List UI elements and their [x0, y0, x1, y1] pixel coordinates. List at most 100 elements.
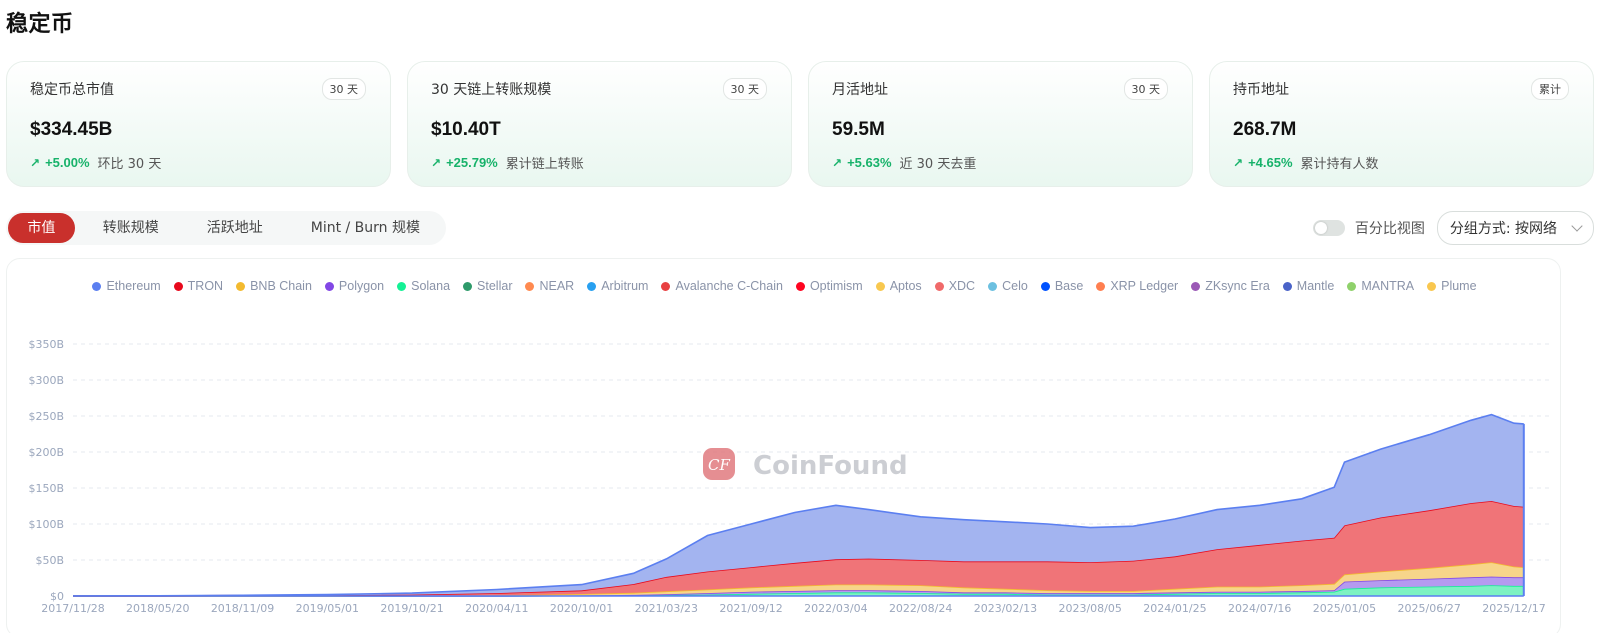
tab-mint-burn[interactable]: Mint / Burn 规模: [310, 220, 420, 236]
legend-item[interactable]: XDC: [934, 279, 976, 293]
period-badge: 累计: [1531, 78, 1569, 100]
y-axis-tick: $350B: [28, 338, 64, 351]
tab-transfer-volume[interactable]: 转账规模: [102, 220, 159, 236]
legend-dot-icon: [1040, 281, 1050, 291]
legend-item[interactable]: Aptos: [875, 279, 922, 293]
legend-item[interactable]: Avalanche C-Chain: [661, 279, 783, 293]
delta-percent: +5.63%: [847, 155, 892, 170]
legend-dot-icon: [236, 281, 246, 291]
y-axis-tick: $150B: [28, 482, 64, 495]
trend-up-icon: ↗: [431, 155, 442, 170]
legend-item[interactable]: Plume: [1427, 279, 1477, 293]
legend-label: BNB Chain: [250, 279, 312, 293]
kpi-card-value: 268.7M: [1233, 119, 1297, 140]
delta-note: 累计持有人数: [1300, 157, 1379, 172]
legend-item[interactable]: Celo: [988, 279, 1028, 293]
tab-market-cap[interactable]: 市值: [8, 213, 75, 243]
legend-item[interactable]: BNB Chain: [236, 279, 312, 293]
tab-active-addresses[interactable]: 活跃地址: [206, 220, 263, 236]
kpi-card-market-cap: 稳定币总市值 30 天 $334.45B ↗ +5.00% 环比 30 天: [6, 61, 391, 187]
group-by-value: 分组方式: 按网络: [1449, 221, 1557, 237]
legend-dot-icon: [661, 281, 671, 291]
legend-dot-icon: [988, 281, 998, 291]
delta-percent: +4.65%: [1248, 155, 1293, 170]
area-ethereum[interactable]: [73, 414, 1524, 596]
area-tron[interactable]: [73, 501, 1524, 596]
legend-item[interactable]: Optimism: [795, 279, 863, 293]
legend-item[interactable]: NEAR: [525, 279, 574, 293]
x-axis-tick: 2020/04/11: [465, 602, 528, 615]
area-bnb-chain[interactable]: [73, 562, 1524, 596]
period-badge: 30 天: [722, 78, 767, 100]
x-axis-tick: 2019/10/21: [380, 602, 443, 615]
y-axis-tick: $250B: [28, 410, 64, 423]
legend-label: TRON: [187, 279, 224, 293]
legend-label: Ethereum: [106, 279, 161, 293]
x-axis-tick: 2025/01/05: [1313, 602, 1376, 615]
series-line: [73, 500, 1524, 597]
coinfound-watermark: CF CoinFound: [703, 448, 908, 481]
legend-label: MANTRA: [1361, 279, 1415, 293]
percent-view-toggle[interactable]: [1312, 220, 1345, 236]
delta-note: 累计链上转账: [505, 157, 584, 172]
x-axis-tick: 2024/01/25: [1143, 602, 1206, 615]
x-axis-tick: 2025/06/27: [1398, 602, 1461, 615]
area-solana[interactable]: [73, 585, 1524, 596]
kpi-card-value: $334.45B: [30, 119, 113, 140]
x-axis-tick: 2025/12/17: [1482, 602, 1545, 615]
legend-label: Plume: [1441, 279, 1477, 293]
legend-item[interactable]: Mantle: [1282, 279, 1334, 293]
kpi-card-holder-addresses: 持币地址 累计 268.7M ↗ +4.65% 累计持有人数: [1209, 61, 1594, 187]
legend-label: Arbitrum: [601, 279, 649, 293]
trend-up-icon: ↗: [832, 155, 843, 170]
legend-dot-icon: [795, 281, 805, 291]
legend-item[interactable]: Polygon: [324, 279, 385, 293]
y-axis-tick: $100B: [28, 518, 64, 531]
kpi-card-delta: ↗ +5.63% 近 30 天去重: [832, 153, 976, 172]
delta-note: 近 30 天去重: [899, 157, 977, 172]
kpi-card-delta: ↗ +4.65% 累计持有人数: [1233, 153, 1379, 172]
area-polygon[interactable]: [73, 576, 1524, 596]
chart-panel: Ethereum TRON BNB Chain Polygon Solana Stella…: [6, 258, 1561, 633]
period-badge: 30 天: [321, 78, 366, 100]
page-title: 稳定币: [6, 12, 74, 37]
x-axis-tick: 2021/03/23: [635, 602, 698, 615]
legend-dot-icon: [587, 281, 597, 291]
legend-item[interactable]: MANTRA: [1347, 279, 1414, 293]
x-axis-tick: 2018/05/20: [126, 602, 189, 615]
y-axis-tick: $50B: [35, 554, 64, 567]
legend-item[interactable]: Base: [1040, 279, 1084, 293]
legend-label: ZKsync Era: [1205, 279, 1270, 293]
legend-dot-icon: [934, 281, 944, 291]
watermark-text: CoinFound: [753, 451, 908, 481]
legend-item[interactable]: Arbitrum: [587, 279, 648, 293]
x-axis-tick: 2018/11/09: [211, 602, 274, 615]
legend-item[interactable]: Stellar: [463, 279, 512, 293]
y-axis-tick: $0: [50, 590, 64, 603]
series-line: [73, 561, 1524, 597]
x-axis-tick: 2020/10/01: [550, 602, 613, 615]
series-line: [72, 413, 1524, 597]
stacked-area-chart: $0 $50B $100B $150B $200B $250B $300B $350B 2017…: [28, 338, 1552, 615]
metric-tabs: 市值 转账规模 活跃地址 Mint / Burn 规模: [6, 211, 446, 245]
group-by-select[interactable]: 分组方式: 按网络: [1436, 211, 1594, 245]
x-axis-tick: 2022/08/24: [889, 602, 952, 615]
x-axis-tick: 2023/08/05: [1058, 602, 1121, 615]
x-axis-tick: 2019/05/01: [296, 602, 359, 615]
legend-item[interactable]: Solana: [397, 279, 450, 293]
kpi-card-delta: ↗ +25.79% 累计链上转账: [431, 153, 584, 172]
legend-label: Stellar: [477, 279, 513, 293]
x-axis-tick: 2024/07/16: [1228, 602, 1291, 615]
legend-item[interactable]: TRON: [173, 279, 224, 293]
legend-dot-icon: [1191, 281, 1201, 291]
legend-item[interactable]: XRP Ledger: [1096, 279, 1178, 293]
legend-label: XDC: [948, 279, 976, 293]
delta-percent: +5.00%: [45, 155, 90, 170]
legend-item[interactable]: Ethereum: [92, 279, 161, 293]
legend-label: Polygon: [338, 279, 385, 293]
legend-dot-icon: [525, 281, 535, 291]
legend-label: Base: [1054, 279, 1084, 293]
legend-item[interactable]: ZKsync Era: [1191, 279, 1270, 293]
trend-up-icon: ↗: [30, 155, 41, 170]
kpi-card-delta: ↗ +5.00% 环比 30 天: [30, 153, 161, 172]
